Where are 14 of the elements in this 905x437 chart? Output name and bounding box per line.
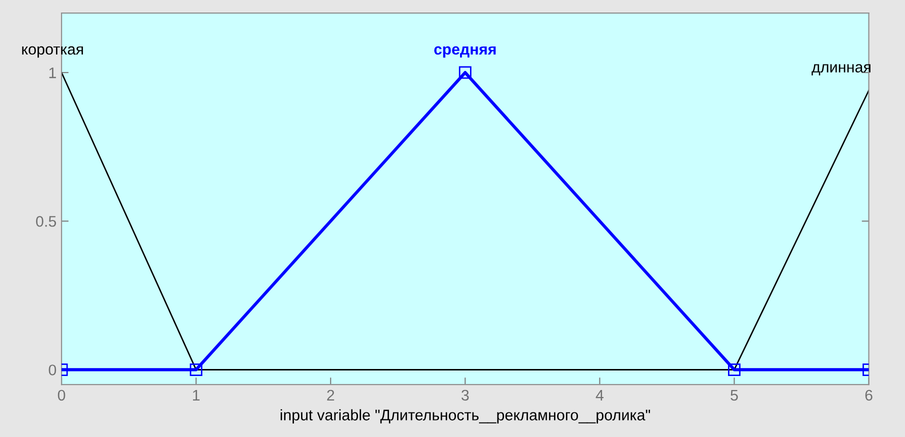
x-tick-label: 2 [327,390,334,400]
y-tick-label: 0 [48,364,56,376]
x-axis-title: input variable "Длительность__рекламного__ролика" [280,409,650,424]
y-tick-label: 0.5 [36,216,56,227]
y-tick-label: 1 [49,68,56,78]
series-label: короткая [22,46,83,58]
x-tick-label: 1 [193,390,200,400]
x-tick-label: 4 [596,390,604,400]
series-label: средняя [434,46,496,58]
series-label: длинная [812,64,870,76]
x-tick-label: 3 [462,390,469,401]
x-tick-label: 0 [58,390,66,401]
x-tick-label: 6 [865,390,872,401]
x-tick-label: 5 [730,390,738,401]
